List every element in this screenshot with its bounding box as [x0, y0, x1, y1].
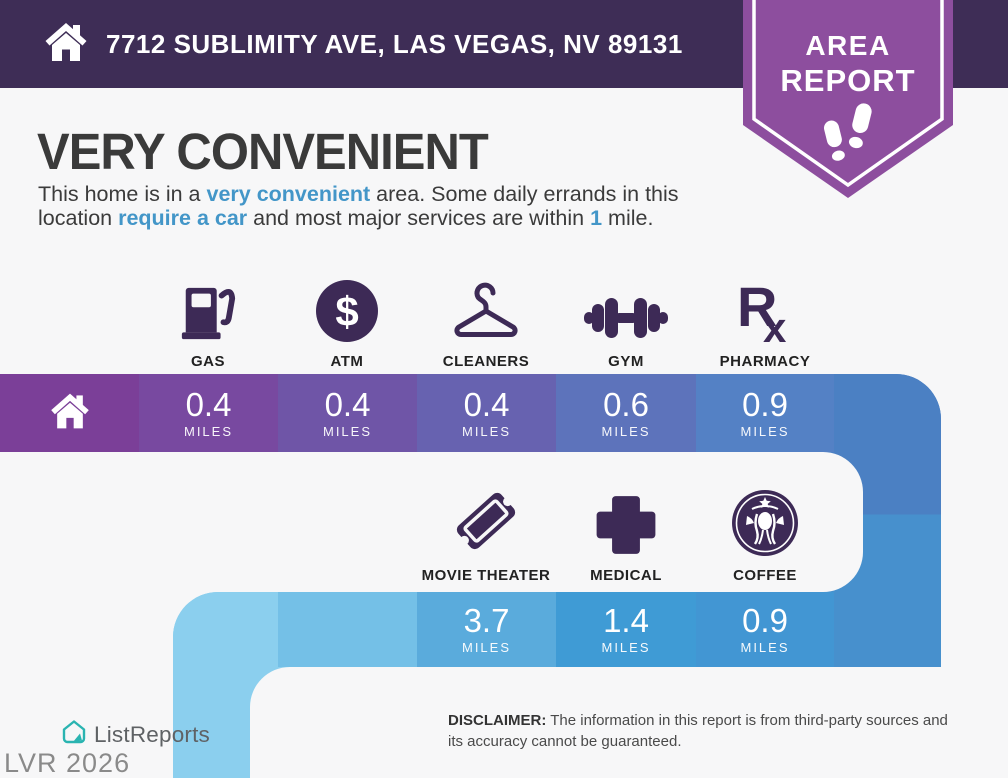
amenity-pharmacy: R x PHARMACY	[694, 266, 836, 370]
amenity-label: MEDICAL	[590, 567, 662, 584]
distance-cell: 0.9 MILES	[696, 592, 834, 667]
distance-value: 0.4	[185, 385, 232, 423]
area-report-badge: AREA REPORT	[743, 0, 953, 200]
amenity-label: GYM	[608, 353, 644, 370]
distance-cell: 0.6 MILES	[556, 374, 696, 452]
hanger-icon	[451, 266, 521, 344]
distance-unit: MILES	[461, 640, 511, 655]
gas-pump-icon	[177, 266, 239, 344]
distance-value: 0.9	[742, 385, 788, 423]
dumbbell-icon	[584, 266, 668, 344]
amenity-atm: $ ATM	[276, 266, 418, 370]
amenity-label: COFFEE	[733, 567, 797, 584]
badge-line1: AREA	[805, 30, 891, 61]
distance-bar-row1: 0.4 MILES 0.4 MILES 0.4 MILES 0.6 MILES …	[0, 374, 941, 452]
footprints-icon	[818, 98, 878, 175]
rx-icon: R x	[733, 266, 797, 344]
spacer-cell	[278, 592, 417, 667]
home-icon	[48, 389, 92, 438]
listreports-wordmark: ListReports	[94, 721, 210, 747]
subtitle-part: and most major services are within	[247, 205, 591, 230]
amenity-label: PHARMACY	[719, 353, 811, 370]
distance-value: 0.9	[742, 602, 788, 639]
subtitle-part: area. Some daily errands in this	[370, 182, 679, 206]
home-start-cell	[0, 374, 139, 452]
home-icon	[42, 18, 90, 71]
subtitle-part: This home is in a	[38, 182, 207, 206]
amenity-label: CLEANERS	[442, 353, 530, 370]
walkability-headline: VERY CONVENIENT	[37, 123, 489, 180]
amenity-label: ATM	[330, 353, 364, 370]
distance-cell: 0.9 MILES	[696, 374, 834, 452]
distance-unit: MILES	[601, 423, 651, 439]
amenity-label: GAS	[190, 353, 225, 370]
listreports-house-icon	[60, 718, 88, 751]
distance-bar-row2: 3.7 MILES 1.4 MILES 0.9 MILES	[173, 592, 941, 667]
amenity-coffee: COFFEE	[694, 480, 836, 584]
amenity-label: MOVIE THEATER	[421, 567, 551, 584]
distance-unit: MILES	[740, 640, 790, 655]
distance-value: 0.4	[463, 385, 510, 423]
disclaimer: DISCLAIMER: The information in this repo…	[448, 710, 953, 752]
distance-cell: 0.4 MILES	[417, 374, 556, 452]
distance-value: 1.4	[603, 602, 649, 639]
badge-line2: REPORT	[780, 63, 916, 98]
distance-value: 0.6	[603, 385, 649, 423]
walkability-description: This home is in a very convenient area. …	[38, 182, 738, 230]
svg-text:x: x	[763, 304, 787, 344]
distance-unit: MILES	[183, 423, 233, 439]
amenity-medical: MEDICAL	[555, 480, 697, 584]
distance-cell: 0.4 MILES	[278, 374, 417, 452]
subtitle-part: location	[38, 205, 119, 230]
svg-text:$: $	[335, 288, 358, 335]
amenity-movie-theater: MOVIE THEATER	[415, 480, 557, 584]
distance-unit: MILES	[740, 423, 790, 439]
property-address: 7712 SUBLIMITY AVE, LAS VEGAS, NV 89131	[106, 28, 683, 59]
subtitle-highlight: very convenient	[206, 182, 371, 206]
distance-unit: MILES	[322, 423, 372, 439]
mls-watermark: LVR 2026	[4, 748, 131, 778]
badge-text: AREA REPORT	[743, 30, 953, 99]
subtitle-part: mile.	[602, 205, 654, 230]
subtitle-highlight: 1	[590, 205, 603, 230]
distance-cell: 1.4 MILES	[556, 592, 696, 667]
distance-unit: MILES	[601, 640, 651, 655]
distance-unit: MILES	[461, 423, 511, 439]
starbucks-siren-icon	[730, 480, 800, 558]
distance-cell: 3.7 MILES	[417, 592, 556, 667]
path-corner-cell	[834, 374, 941, 452]
listreports-logo: ListReports	[60, 718, 210, 751]
path-corner-cell	[834, 592, 941, 667]
atm-icon: $	[314, 266, 380, 344]
pennant-shape	[743, 0, 953, 198]
amenity-cleaners: CLEANERS	[415, 266, 557, 370]
amenity-gas: GAS	[137, 266, 279, 370]
distance-value: 3.7	[463, 602, 510, 639]
distance-value: 0.4	[324, 385, 371, 423]
subtitle-highlight: require a car	[118, 205, 248, 230]
path-cutout-bottom	[250, 667, 1008, 778]
amenity-gym: GYM	[555, 266, 697, 370]
path-cutout-top	[0, 452, 863, 592]
svg-text:R: R	[737, 276, 777, 338]
ticket-icon	[448, 480, 524, 558]
path-corner-cell	[173, 592, 278, 667]
disclaimer-label: DISCLAIMER:	[448, 712, 547, 729]
distance-cell: 0.4 MILES	[139, 374, 278, 452]
disclaimer-text: The information in this report is from t…	[448, 712, 948, 750]
medical-cross-icon	[593, 480, 659, 558]
